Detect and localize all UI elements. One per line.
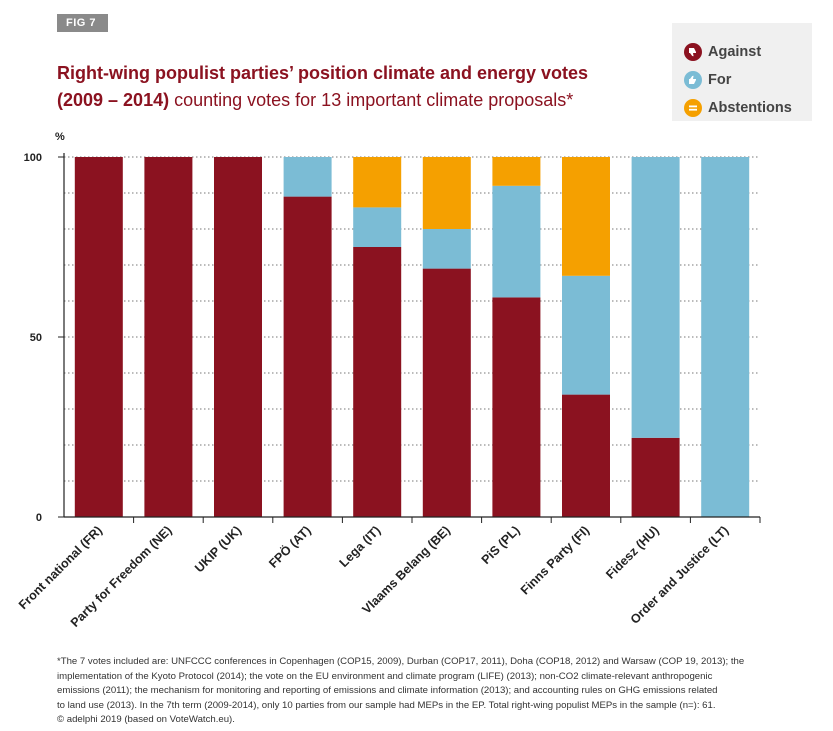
- bar-segment: [422, 268, 471, 517]
- footnote-line: implementation of the Kyoto Protocol (20…: [57, 670, 713, 682]
- bar-segment: [353, 207, 402, 247]
- bar-segment: [492, 297, 541, 517]
- bar-segment: [562, 275, 610, 395]
- equals-icon: [684, 99, 702, 117]
- category-label: Fidesz (HU): [603, 523, 662, 582]
- bar-segment: [492, 185, 541, 298]
- y-tick-label: 100: [24, 152, 42, 164]
- title-line-2: (2009 – 2014) counting votes for 13 impo…: [57, 87, 657, 114]
- bar-segment: [562, 157, 610, 276]
- thumbs-down-icon: [684, 43, 702, 61]
- bar-segment: [492, 157, 541, 186]
- bar-segment: [74, 157, 123, 517]
- legend: Against For Abstentions: [672, 23, 812, 121]
- y-axis-label: %: [55, 131, 65, 143]
- bar-segment: [283, 157, 332, 197]
- footnote: *The 7 votes included are: UNFCCC confer…: [57, 655, 817, 728]
- category-label: Finns Party (FI): [518, 523, 592, 597]
- footnote-line: *The 7 votes included are: UNFCCC confer…: [57, 656, 745, 667]
- bar-segment: [631, 437, 680, 517]
- legend-label-against: Against: [708, 44, 762, 60]
- bar-segment: [422, 229, 471, 269]
- title-subtitle: counting votes for 13 important climate …: [169, 90, 574, 110]
- footnote-line: © adelphi 2019 (based on VoteWatch.eu).: [57, 714, 235, 726]
- category-label: FPÖ (AT): [265, 523, 313, 571]
- y-tick-label: 50: [30, 332, 42, 344]
- footnote-line: emissions (2011); the mechanism for moni…: [57, 685, 718, 697]
- bar-segment: [562, 394, 610, 517]
- bar-segment: [353, 157, 402, 208]
- legend-item-against: Against: [684, 41, 761, 63]
- category-label: PiS (PL): [479, 523, 523, 567]
- bar-segment: [701, 157, 750, 517]
- legend-label-abstentions: Abstentions: [708, 100, 792, 116]
- legend-item-for: For: [684, 69, 731, 91]
- category-label: Lega (IT): [337, 523, 384, 570]
- title-line-1: Right-wing populist parties’ position cl…: [57, 63, 589, 83]
- y-tick-label: 0: [36, 512, 42, 524]
- bar-segment: [353, 247, 402, 517]
- chart-title: Right-wing populist parties’ position cl…: [57, 60, 657, 114]
- bar-segment: [144, 157, 193, 517]
- legend-item-abstentions: Abstentions: [684, 97, 792, 119]
- category-label: UKIP (UK): [192, 523, 244, 575]
- title-years: (2009 – 2014): [57, 90, 170, 110]
- thumbs-up-icon: [684, 71, 702, 89]
- figure-badge: FIG 7: [57, 14, 109, 32]
- bar-segment: [283, 196, 332, 517]
- bar-segment: [214, 157, 262, 517]
- legend-label-for: For: [708, 72, 732, 88]
- bar-segment: [631, 157, 680, 438]
- bar-segment: [422, 157, 471, 229]
- footnote-line: to land use (2013). In the 7th term (200…: [57, 699, 716, 711]
